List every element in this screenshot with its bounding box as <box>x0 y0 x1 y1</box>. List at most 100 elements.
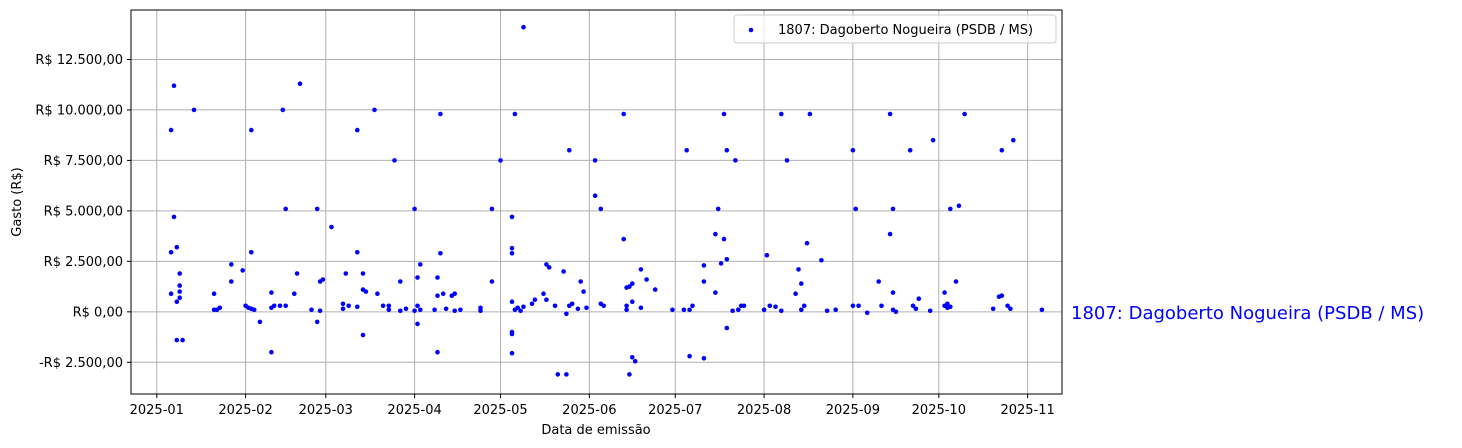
data-point <box>280 107 286 113</box>
data-point <box>398 279 403 284</box>
legend-box <box>733 14 1057 44</box>
x-tick-label: 2025-02 <box>218 403 272 418</box>
data-point <box>948 206 953 212</box>
data-point <box>555 372 561 377</box>
y-tick-label: R$ 12.500,00 <box>35 53 123 68</box>
data-point <box>945 301 950 307</box>
data-point <box>340 306 346 312</box>
data-point <box>443 306 449 312</box>
data-point <box>670 307 675 313</box>
data-point <box>953 279 959 284</box>
data-point <box>561 269 566 274</box>
data-point <box>799 281 804 286</box>
data-point <box>796 267 801 272</box>
y-tick-label: R$ 7.500,00 <box>44 154 123 169</box>
data-point <box>930 137 936 143</box>
data-point <box>314 206 320 212</box>
data-point <box>438 111 443 117</box>
data-point <box>440 291 446 297</box>
data-point <box>916 296 922 302</box>
data-point <box>498 158 503 163</box>
data-point <box>174 299 180 305</box>
data-point <box>180 337 185 343</box>
data-point <box>249 250 254 255</box>
data-point <box>544 297 549 303</box>
data-point <box>509 245 515 251</box>
x-tick-label: 2025-03 <box>299 403 353 418</box>
data-point <box>764 253 770 258</box>
data-point <box>630 281 635 286</box>
data-point <box>283 206 289 212</box>
data-point <box>398 308 403 314</box>
data-point <box>269 349 274 355</box>
data-point <box>217 305 223 311</box>
x-tick-label: 2025-10 <box>912 403 966 418</box>
data-point <box>724 257 730 262</box>
data-point <box>713 290 718 295</box>
data-point <box>652 287 658 292</box>
data-point <box>403 306 409 312</box>
data-point <box>833 307 838 313</box>
data-point <box>171 83 177 88</box>
data-point <box>779 308 784 314</box>
data-point <box>824 308 830 314</box>
data-point <box>435 349 440 355</box>
data-point <box>644 277 649 282</box>
data-point <box>807 111 813 117</box>
data-point <box>294 271 300 276</box>
data-point <box>512 111 518 117</box>
data-point <box>452 291 458 297</box>
data-point <box>191 107 197 113</box>
data-point <box>386 303 392 309</box>
data-point <box>544 262 549 267</box>
data-point <box>621 111 626 117</box>
data-point <box>890 290 896 295</box>
data-point <box>518 308 523 314</box>
data-point <box>601 303 606 309</box>
data-point <box>177 289 182 294</box>
data-point <box>893 309 899 315</box>
data-point <box>630 299 635 305</box>
data-point <box>435 275 440 280</box>
data-point <box>942 290 947 295</box>
data-point <box>621 236 626 242</box>
data-point <box>329 224 334 230</box>
y-axis-title: Gasto (R$) <box>10 167 25 236</box>
y-tick-label: R$ 2.500,00 <box>44 255 123 270</box>
data-point <box>715 206 721 212</box>
data-point <box>632 359 638 364</box>
data-point <box>168 291 174 297</box>
y-tick-label: R$ 5.000,00 <box>44 204 123 219</box>
data-point <box>171 214 177 220</box>
x-tick-label: 2025-09 <box>826 403 880 418</box>
data-point <box>174 337 180 343</box>
data-point <box>240 268 245 273</box>
data-point <box>799 307 804 313</box>
side-label: 1807: Dagoberto Nogueira (PSDB / MS) <box>1071 303 1424 324</box>
data-point <box>529 301 535 307</box>
data-point <box>297 81 303 86</box>
data-point <box>360 332 366 338</box>
data-point <box>320 277 326 282</box>
data-point <box>784 158 790 163</box>
legend-marker <box>748 27 754 33</box>
data-point <box>415 321 420 327</box>
data-point <box>415 303 420 309</box>
data-point <box>721 236 727 242</box>
data-point <box>177 283 182 288</box>
data-point <box>515 305 520 311</box>
data-point <box>690 303 695 309</box>
data-point <box>478 308 483 314</box>
x-tick-label: 2025-01 <box>130 403 184 418</box>
data-point <box>269 290 274 295</box>
data-point <box>509 251 515 256</box>
data-point <box>509 350 515 356</box>
data-point <box>177 295 182 301</box>
data-point <box>927 308 933 314</box>
data-point <box>415 275 420 280</box>
y-tick-label: R$ 10.000,00 <box>35 103 123 118</box>
data-point <box>721 111 727 117</box>
data-point <box>452 308 458 314</box>
data-point <box>804 240 810 246</box>
